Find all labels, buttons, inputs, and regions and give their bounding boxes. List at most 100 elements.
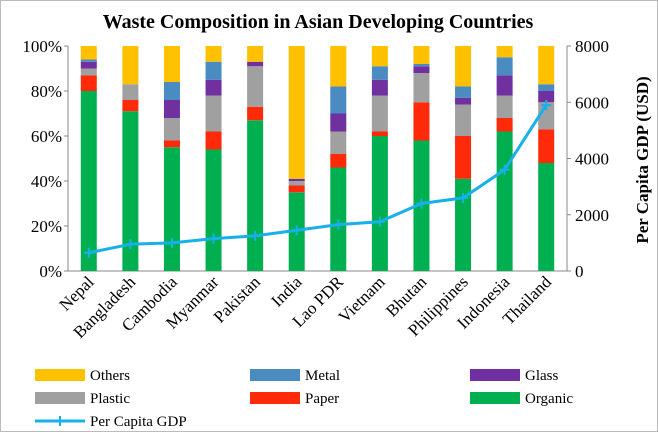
- bar-segment: [496, 95, 513, 118]
- legend-label: Organic: [525, 391, 573, 407]
- bar-segment: [330, 154, 347, 168]
- y-tick-label: 20%: [31, 217, 62, 236]
- bar-segment: [80, 61, 97, 69]
- bar-segment: [163, 118, 180, 141]
- gdp-marker: [499, 164, 510, 175]
- bar-segment: [496, 46, 513, 58]
- bar-segment: [330, 113, 347, 132]
- bar-segment: [330, 167, 347, 271]
- gdp-marker: [333, 219, 344, 230]
- y2-tick-label: 0: [575, 262, 584, 281]
- bar-segment: [205, 79, 222, 96]
- bar-segment: [413, 102, 430, 141]
- bar-segment: [371, 95, 388, 132]
- bar-segment: [413, 66, 430, 73]
- y-tick-label: 100%: [22, 37, 62, 56]
- bar-segment: [371, 131, 388, 136]
- bar-segment: [371, 66, 388, 80]
- bar-segment: [330, 131, 347, 154]
- y2-axis-label: Per Capita GDP (USD): [633, 76, 652, 243]
- legend-label: Metal: [305, 368, 340, 384]
- legend-swatch: [35, 392, 85, 404]
- bar-segment: [288, 181, 305, 186]
- bar-segment: [496, 57, 513, 76]
- legend-label: Per Capita GDP: [90, 414, 187, 430]
- legend-label: Plastic: [90, 391, 130, 407]
- bar-segment: [122, 46, 139, 85]
- bar-segment: [413, 46, 430, 64]
- bar-segment: [496, 131, 513, 271]
- bar-segment: [538, 129, 555, 163]
- legend-label: Glass: [525, 368, 558, 384]
- y2-tick-label: 6000: [575, 93, 609, 112]
- gdp-marker: [416, 198, 427, 209]
- bar-segment: [163, 147, 180, 271]
- legend-marker: [55, 416, 65, 426]
- bar-segment: [455, 136, 472, 179]
- bar-segment: [538, 84, 555, 91]
- gdp-marker: [541, 100, 552, 111]
- gdp-marker: [374, 216, 385, 227]
- bar-segment: [205, 131, 222, 150]
- gdp-marker: [125, 239, 136, 250]
- bar-segment: [80, 59, 97, 62]
- gdp-marker: [83, 247, 94, 258]
- bar-segment: [288, 185, 305, 193]
- y2-tick-label: 4000: [575, 150, 609, 169]
- bar-segment: [163, 82, 180, 100]
- bar-segment: [330, 46, 347, 87]
- bar-segment: [80, 91, 97, 271]
- legend-swatch: [250, 369, 300, 381]
- gdp-marker: [291, 225, 302, 236]
- bar-segment: [247, 61, 264, 67]
- bar-segment: [163, 100, 180, 118]
- bar-segment: [330, 86, 347, 114]
- y-tick-label: 40%: [31, 172, 62, 191]
- gdp-marker: [166, 237, 177, 248]
- y-tick-label: 80%: [31, 82, 62, 101]
- bar-segment: [122, 111, 139, 271]
- bar-segment: [455, 178, 472, 271]
- bar-segment: [205, 61, 222, 80]
- bar-segment: [371, 79, 388, 96]
- bar-segment: [413, 64, 430, 67]
- bar-segment: [247, 46, 264, 62]
- y-tick-label: 0%: [39, 262, 62, 281]
- bar-segment: [455, 86, 472, 98]
- bar-segment: [205, 149, 222, 271]
- bar-segment: [80, 46, 97, 60]
- bar-segment: [455, 104, 472, 136]
- bar-segment: [122, 100, 139, 112]
- bar-segment: [247, 66, 264, 107]
- y-tick-label: 60%: [31, 127, 62, 146]
- legend-label: Paper: [305, 391, 339, 407]
- bar-segment: [455, 97, 472, 105]
- bar-segment: [371, 136, 388, 271]
- legend-swatch: [250, 392, 300, 404]
- bar-segment: [413, 73, 430, 103]
- bar-segment: [288, 178, 305, 181]
- bar-segment: [163, 46, 180, 82]
- bar-segment: [538, 163, 555, 271]
- legend-swatch: [470, 369, 520, 381]
- bar-segment: [538, 91, 555, 103]
- bar-segment: [455, 46, 472, 87]
- bar-segment: [247, 106, 264, 121]
- gdp-marker: [208, 233, 219, 244]
- gdp-marker: [458, 192, 469, 203]
- bar-segment: [496, 75, 513, 96]
- bar-segment: [80, 68, 97, 76]
- y2-tick-label: 2000: [575, 206, 609, 225]
- bar-segment: [496, 118, 513, 132]
- bar-segment: [205, 95, 222, 132]
- y2-tick-label: 8000: [575, 37, 609, 56]
- legend-swatch: [35, 369, 85, 381]
- bar-segment: [538, 46, 555, 85]
- bar-segment: [205, 46, 222, 62]
- bar-segment: [371, 46, 388, 67]
- bar-segment: [163, 140, 180, 148]
- chart-title: Waste Composition in Asian Developing Co…: [103, 11, 534, 33]
- gdp-marker: [250, 230, 261, 241]
